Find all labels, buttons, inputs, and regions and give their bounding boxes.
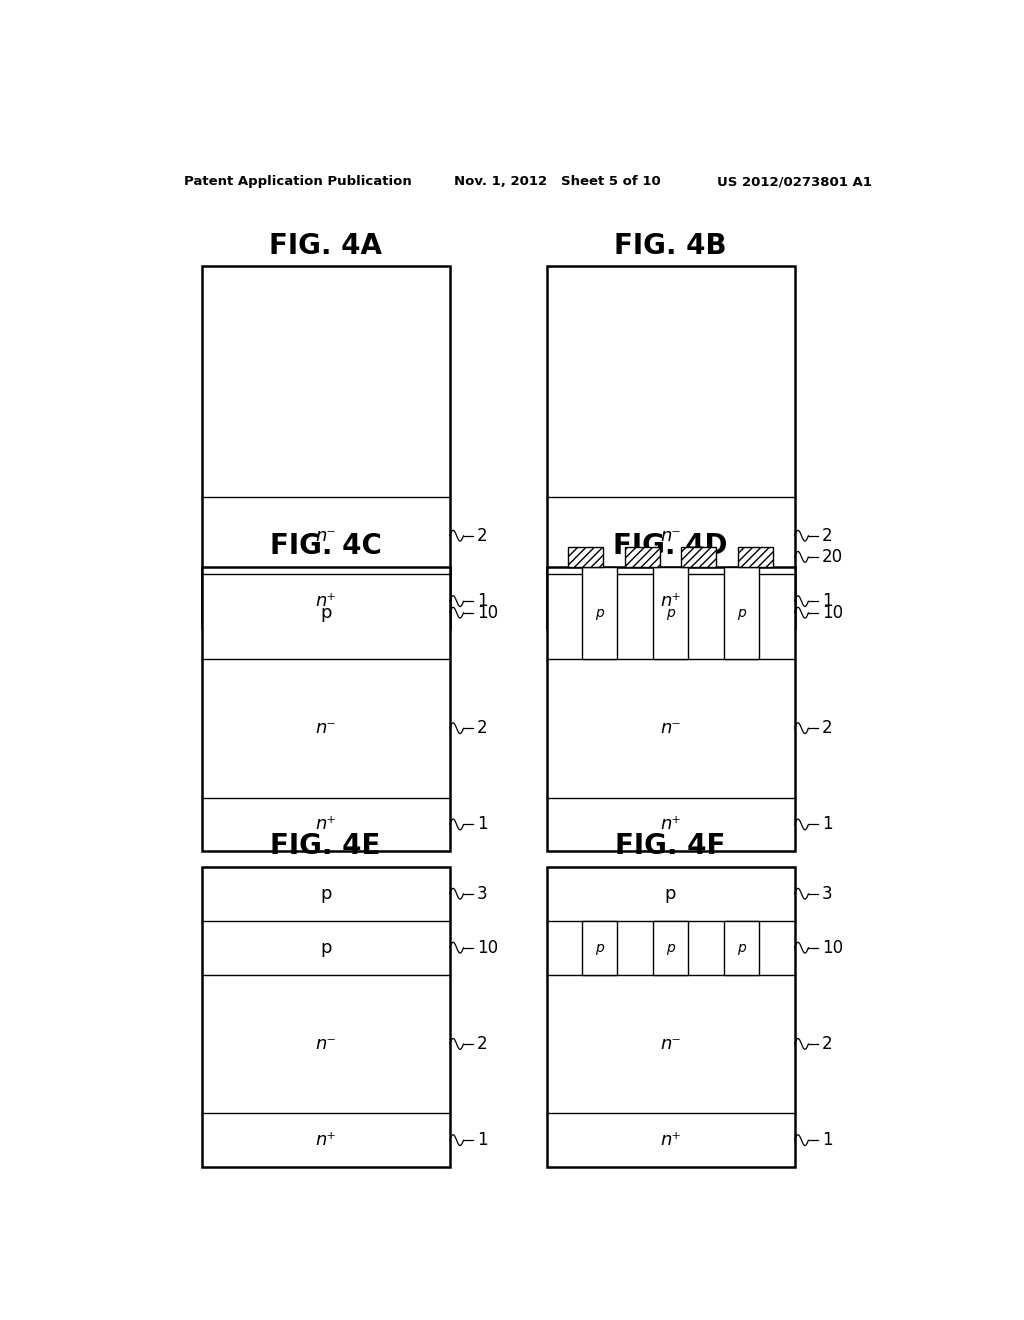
Text: FIG. 4A: FIG. 4A (269, 231, 382, 260)
Text: 3: 3 (477, 884, 487, 903)
Text: n⁻: n⁻ (315, 527, 336, 545)
Text: p: p (667, 941, 675, 954)
Text: 3: 3 (821, 884, 833, 903)
Text: n⁻: n⁻ (315, 1035, 336, 1053)
Text: n⁻: n⁻ (660, 719, 681, 737)
Text: 2: 2 (477, 1035, 487, 1053)
Bar (547, 267, 795, 628)
Text: 2: 2 (821, 1035, 833, 1053)
Text: FIG. 4F: FIG. 4F (615, 832, 726, 861)
Text: FIG. 4C: FIG. 4C (269, 532, 382, 560)
Text: n⁻: n⁻ (660, 1035, 681, 1053)
Text: n⁺: n⁺ (660, 816, 681, 833)
Bar (202, 267, 450, 628)
Text: Patent Application Publication: Patent Application Publication (183, 176, 412, 189)
Bar (202, 566, 450, 851)
Bar (738, 548, 773, 566)
Text: 10: 10 (821, 603, 843, 622)
Bar (202, 867, 450, 1167)
Text: n⁺: n⁺ (315, 816, 336, 833)
Text: 2: 2 (821, 527, 833, 545)
Text: n⁺: n⁺ (315, 1131, 336, 1150)
Bar (583, 921, 617, 974)
Bar (547, 867, 795, 1167)
Bar (653, 921, 688, 974)
Text: n⁻: n⁻ (660, 527, 681, 545)
Text: US 2012/0273801 A1: US 2012/0273801 A1 (717, 176, 872, 189)
Text: 2: 2 (477, 719, 487, 737)
Text: p: p (595, 606, 604, 619)
Text: n⁺: n⁺ (315, 593, 336, 610)
Text: 1: 1 (477, 1131, 487, 1150)
Text: 1: 1 (477, 816, 487, 833)
Bar (724, 921, 759, 974)
Text: FIG. 4D: FIG. 4D (613, 532, 728, 560)
Text: p: p (319, 603, 332, 622)
Text: n⁺: n⁺ (660, 593, 681, 610)
Bar (568, 548, 603, 566)
Text: p: p (665, 884, 676, 903)
Text: n⁻: n⁻ (315, 719, 336, 737)
Text: n⁺: n⁺ (660, 1131, 681, 1150)
Text: 1: 1 (821, 816, 833, 833)
Bar (625, 548, 659, 566)
Text: 2: 2 (821, 719, 833, 737)
Text: 1: 1 (821, 1131, 833, 1150)
Text: FIG. 4B: FIG. 4B (614, 231, 727, 260)
Text: 10: 10 (821, 939, 843, 957)
Text: p: p (595, 941, 604, 954)
Text: 1: 1 (821, 593, 833, 610)
Bar (681, 548, 716, 566)
Text: 2: 2 (477, 527, 487, 545)
Text: 10: 10 (477, 939, 498, 957)
Text: p: p (319, 939, 332, 957)
Text: p: p (667, 606, 675, 619)
Text: p: p (737, 941, 745, 954)
Bar (653, 566, 688, 659)
Bar (547, 566, 795, 851)
Text: FIG. 4E: FIG. 4E (270, 832, 381, 861)
Text: 1: 1 (477, 593, 487, 610)
Text: p: p (319, 884, 332, 903)
Text: Nov. 1, 2012   Sheet 5 of 10: Nov. 1, 2012 Sheet 5 of 10 (454, 176, 660, 189)
Bar (724, 566, 759, 659)
Text: 20: 20 (821, 548, 843, 566)
Text: p: p (737, 606, 745, 619)
Bar (583, 566, 617, 659)
Text: 10: 10 (477, 603, 498, 622)
